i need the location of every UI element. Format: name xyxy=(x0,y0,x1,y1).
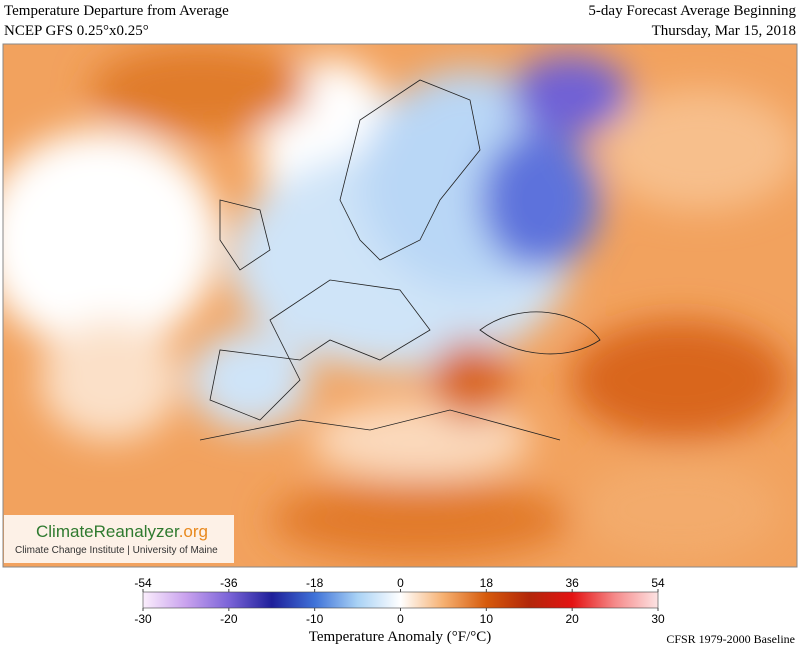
c-tick-label: -20 xyxy=(220,612,238,626)
f-tick-label: 54 xyxy=(651,576,665,590)
f-tick-label: -36 xyxy=(220,576,238,590)
c-tick-label: 10 xyxy=(480,612,494,626)
f-tick-label: 36 xyxy=(565,576,579,590)
logo-main: ClimateReanalyzer xyxy=(36,522,180,541)
c-tick-label: 20 xyxy=(565,612,579,626)
logo-box xyxy=(4,515,234,563)
map: ClimateReanalyzer.org Climate Change Ins… xyxy=(3,44,797,567)
f-tick-label: 0 xyxy=(397,576,404,590)
f-tick-label: 18 xyxy=(480,576,494,590)
forecast-title: 5-day Forecast Average Beginning xyxy=(588,3,796,19)
c-tick-label: -30 xyxy=(134,612,152,626)
c-tick-label: 0 xyxy=(397,612,404,626)
model-name: NCEP GFS 0.25°x0.25° xyxy=(4,23,149,39)
map-frame xyxy=(2,43,798,568)
colorbar-label: Temperature Anomaly (°F/°C) xyxy=(309,629,492,645)
c-tick-label: 30 xyxy=(651,612,665,626)
map-title: Temperature Departure from Average xyxy=(4,3,229,19)
f-tick-label: -54 xyxy=(134,576,152,590)
logo-suffix: .org xyxy=(179,522,208,541)
logo-name: ClimateReanalyzer.org xyxy=(36,522,208,541)
c-tick-label: -10 xyxy=(306,612,324,626)
forecast-date: Thursday, Mar 15, 2018 xyxy=(652,23,796,39)
f-tick-label: -18 xyxy=(306,576,324,590)
colorbar xyxy=(142,591,659,609)
logo-subtitle: Climate Change Institute | University of… xyxy=(15,545,218,556)
baseline-note: CFSR 1979-2000 Baseline xyxy=(666,632,795,646)
